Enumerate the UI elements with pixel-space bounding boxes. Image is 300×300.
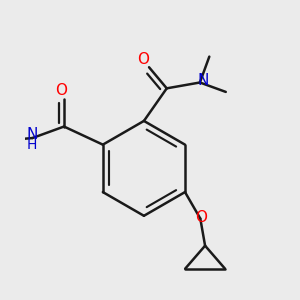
- Text: N: N: [198, 73, 209, 88]
- Text: O: O: [55, 83, 67, 98]
- Text: O: O: [137, 52, 149, 67]
- Text: H: H: [27, 138, 37, 152]
- Text: N: N: [26, 127, 38, 142]
- Text: O: O: [196, 210, 208, 225]
